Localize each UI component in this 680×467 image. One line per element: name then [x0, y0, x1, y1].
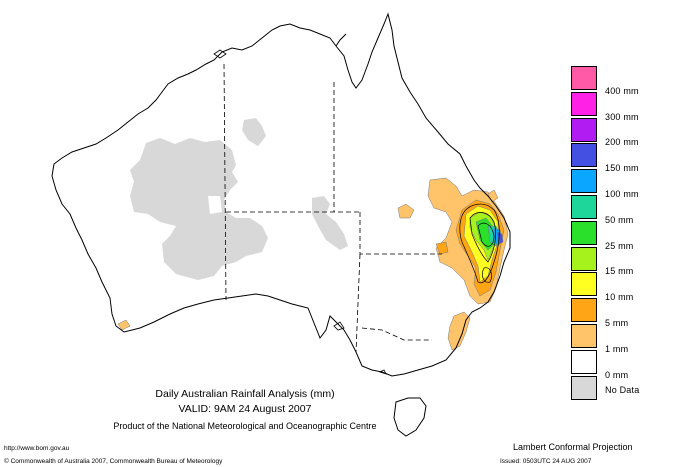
- product-line: Product of the National Meteorological a…: [113, 421, 377, 431]
- contour-lines: [459, 203, 500, 284]
- legend-label: 50 mm: [605, 215, 634, 225]
- legend-label: 400 mm: [605, 86, 639, 96]
- legend-label: 0 mm: [605, 370, 629, 380]
- islands: [213, 49, 387, 375]
- legend-label: 15 mm: [605, 266, 634, 276]
- projection-text: Lambert Conformal Projection: [513, 442, 633, 452]
- australia-coastline: [51, 12, 511, 377]
- legend-label: 300 mm: [605, 112, 639, 122]
- tasmania-coastline: [393, 397, 427, 437]
- map-title: Daily Australian Rainfall Analysis (mm): [155, 388, 335, 400]
- legend-swatch: [571, 350, 597, 374]
- legend-swatch: [571, 298, 597, 322]
- legend-swatch: [571, 272, 597, 296]
- legend-swatch: [571, 118, 597, 142]
- legend-swatch: [571, 376, 597, 400]
- legend-label: 150 mm: [605, 163, 639, 173]
- gulf-coastline: [335, 33, 347, 47]
- url-text: http://www.bom.gov.au: [4, 445, 70, 452]
- rainfall-regions: [117, 177, 509, 351]
- legend-swatch: [571, 92, 597, 116]
- legend-label: 25 mm: [605, 241, 634, 251]
- legend-label: 200 mm: [605, 137, 639, 147]
- state-borders: [223, 63, 442, 353]
- legend-label: 1 mm: [605, 344, 629, 354]
- legend-swatch: [571, 66, 597, 90]
- legend-swatch: [571, 324, 597, 348]
- copyright-text: © Commonwealth of Australia 2007, Common…: [4, 458, 223, 465]
- valid-date: VALID: 9AM 24 August 2007: [178, 403, 312, 415]
- legend-swatch: [571, 195, 597, 219]
- no-data-regions: [130, 118, 348, 280]
- legend-swatch: [571, 247, 597, 271]
- legend-label: 10 mm: [605, 292, 634, 302]
- legend-swatch: [571, 169, 597, 193]
- legend-swatch: [571, 221, 597, 245]
- legend-swatch: [571, 143, 597, 167]
- issued-text: Issued: 0503UTC 24 AUG 2007: [500, 458, 592, 465]
- legend-label: 100 mm: [605, 189, 639, 199]
- legend-label: No Data: [605, 385, 640, 395]
- legend-label: 5 mm: [605, 318, 629, 328]
